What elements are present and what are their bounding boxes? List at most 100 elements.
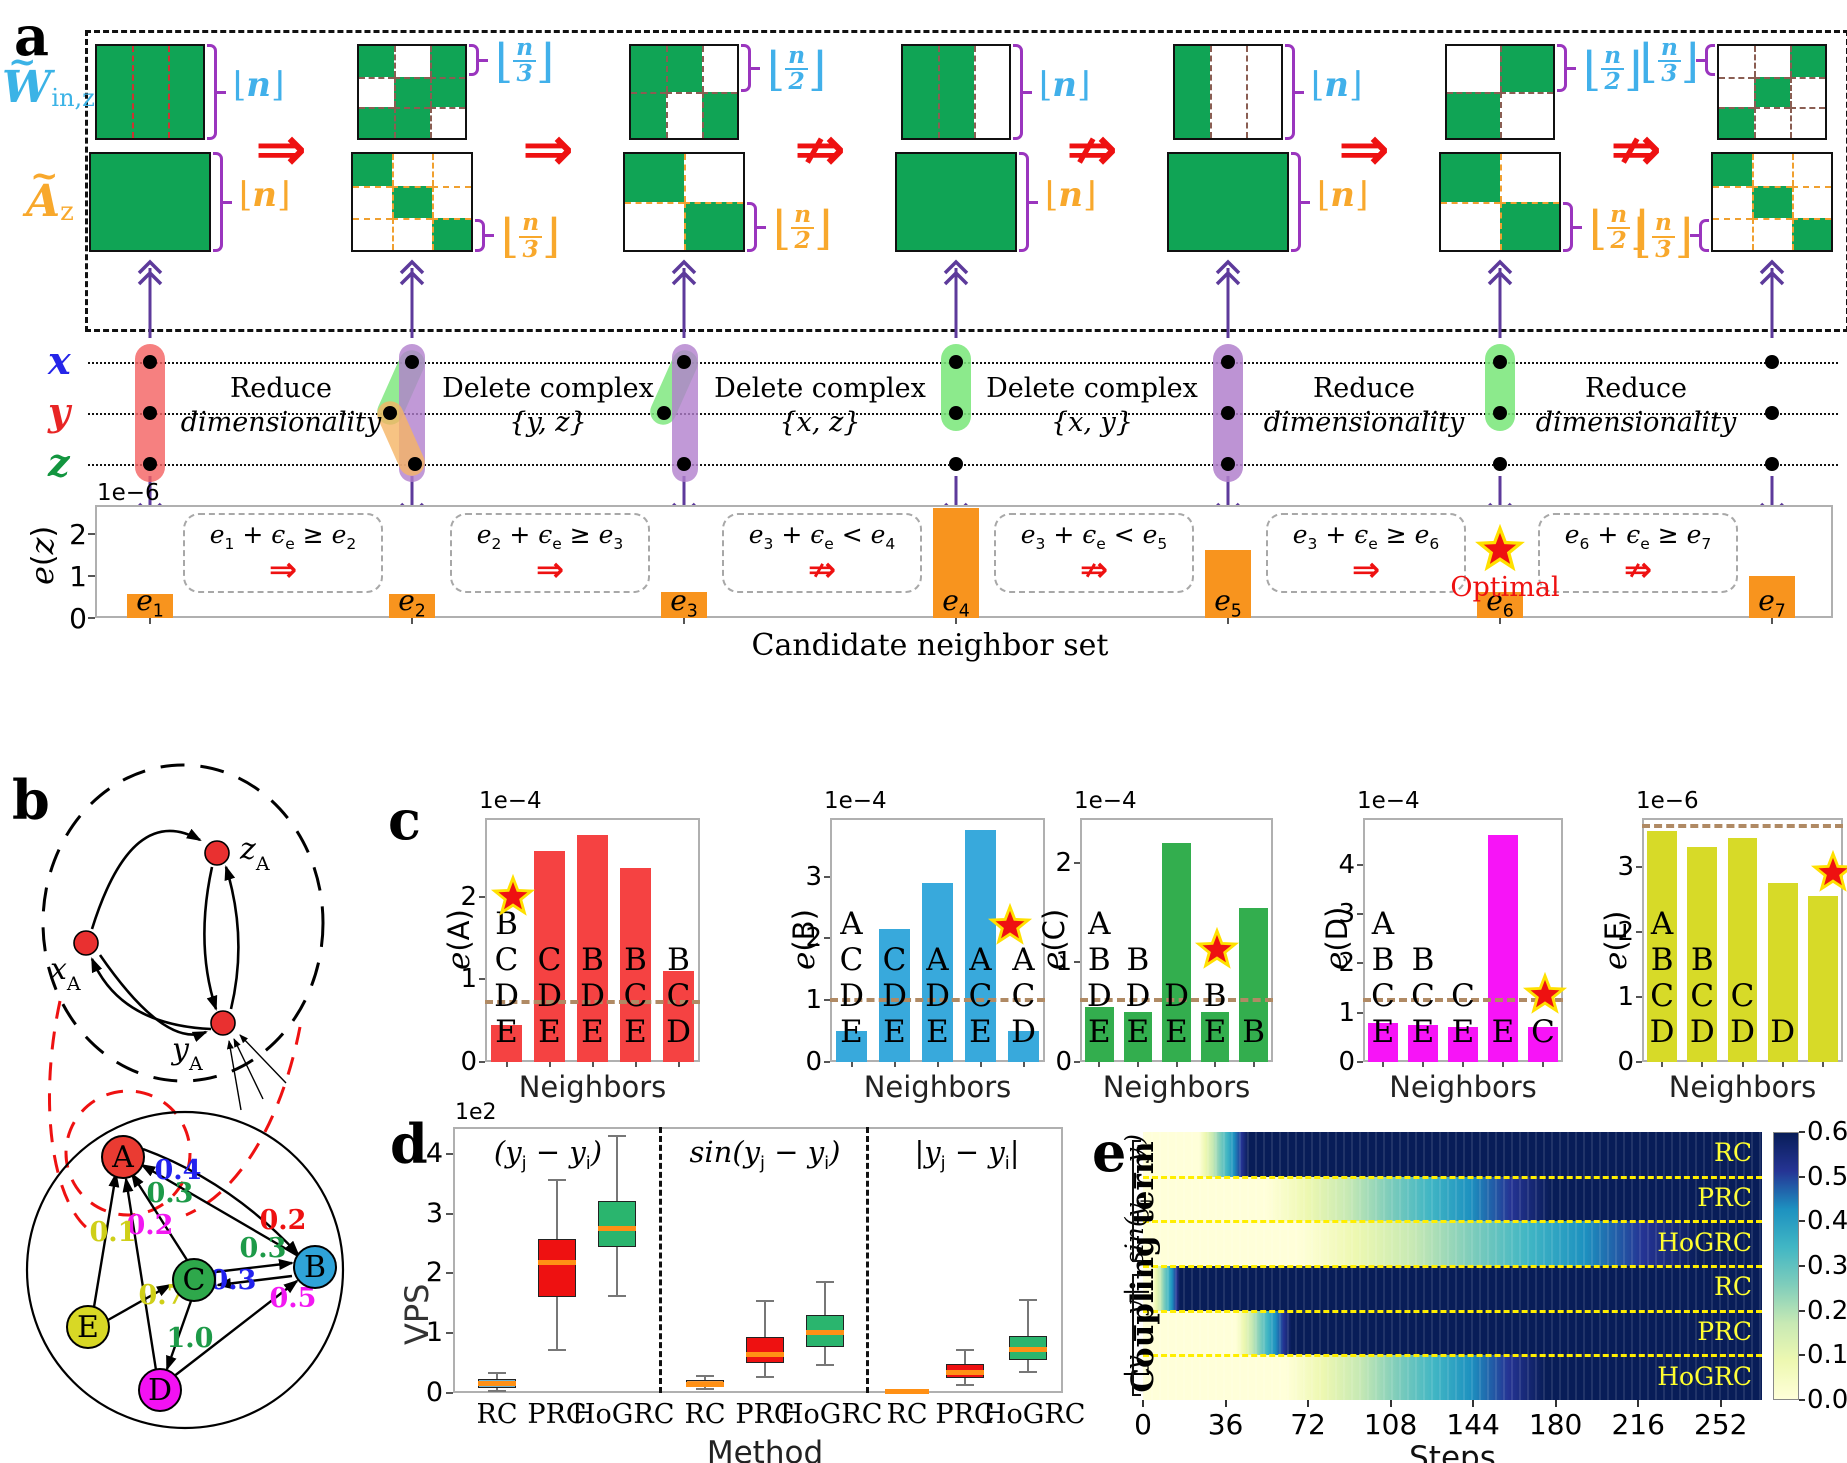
network-node-label-D: D — [148, 1373, 172, 1408]
w-matrix — [357, 44, 467, 140]
echart-xtick-mark — [1821, 1062, 1824, 1067]
neighbor-letter: D — [882, 978, 907, 1014]
matrix-cell — [1713, 218, 1753, 250]
echart-bar — [1448, 1027, 1478, 1062]
edge-C-A — [130, 1172, 189, 1261]
edge-D-A — [122, 1177, 158, 1371]
neighbor-letter: C — [1531, 1014, 1555, 1050]
condition-formula: e3 + ϵe ≥ e6 — [1292, 519, 1440, 553]
var-label-z: z — [48, 440, 70, 485]
matrix-cell — [701, 92, 737, 138]
method-tick-label: HoGRC — [780, 1399, 883, 1430]
group-title: (yj − yi) — [493, 1135, 603, 1174]
condition-arrow-icon: ⇒ — [535, 549, 565, 590]
neighbor-letter: B — [1650, 942, 1674, 978]
panel-c: 1e−4 e(A) 0 1 2 E D C B E D C E D B E C B D C B Neighbors 1e−4… — [0, 683, 1847, 1113]
condition-arrow-icon: ⇏ — [1079, 549, 1109, 590]
whisker — [824, 1346, 826, 1365]
method-tick-label: HoGRC — [983, 1399, 1086, 1430]
matrix-cell — [625, 154, 684, 202]
vps-ytick-mark — [446, 1272, 453, 1275]
ez-ytick-label: 2 — [69, 518, 87, 552]
neighbor-letter: B — [667, 942, 690, 978]
matrix-cell — [1713, 186, 1753, 218]
matrix-transition-arrow-icon: ⇒ — [255, 112, 307, 185]
neighbor-letter: D — [666, 1014, 691, 1050]
neighbor-letter: D — [537, 978, 562, 1014]
neighbor-letter: C — [839, 942, 864, 978]
echart-ytick-label: 1 — [1617, 981, 1634, 1012]
steps-xtick-mark — [1472, 1400, 1475, 1407]
panel-d: 1e2 VPS 0 1 2 3 4 (yj − yi) RC PRC HoGRC sin(yj − y… — [0, 1080, 1086, 1463]
size-bracket — [747, 202, 766, 252]
steps-xtick-label: 216 — [1611, 1408, 1665, 1441]
echart-bar — [1528, 1027, 1558, 1062]
neighbor-letter: A — [840, 906, 863, 942]
echart-ytick-label: 1 — [805, 985, 822, 1016]
ez-bar-label: e7 — [1758, 584, 1786, 622]
edge-yA-xA — [90, 957, 212, 1031]
neighbor-letter: B — [1371, 942, 1395, 978]
neighbor-letter: D — [1086, 978, 1112, 1014]
ez-bar-e2 — [389, 593, 435, 618]
group-separator-line — [659, 1127, 662, 1393]
size-label: ⌊ n ⌋ — [233, 65, 285, 105]
node-dot-x — [1765, 355, 1779, 369]
size-bracket — [1013, 44, 1032, 140]
echart-xtick-mark — [1098, 1062, 1101, 1067]
optimal-label: Optimal — [1450, 572, 1560, 603]
up-double-arrow-icon — [943, 259, 969, 338]
group-title: |yj − yi| — [914, 1135, 1020, 1174]
whisker-cap — [956, 1348, 974, 1351]
echart-scale-label: 1e−4 — [1357, 788, 1420, 814]
echart-xtick-mark — [1661, 1062, 1664, 1067]
echart-bar — [662, 971, 695, 1062]
whisker-cap — [608, 1295, 626, 1298]
size-label: ⌊ n ⌋ — [239, 175, 291, 215]
node-dot-y — [949, 406, 963, 420]
matrix-cell — [1713, 154, 1753, 186]
heatmap-row-PRC-4: PRC — [1143, 1310, 1762, 1356]
whisker-cap — [696, 1388, 714, 1391]
var-axis-line-z — [88, 464, 1838, 466]
echart-ytick-mark — [1357, 1061, 1363, 1063]
ez-xtick-mark — [683, 618, 685, 624]
steps-xtick-label: 0 — [1134, 1408, 1152, 1441]
echart-xtick-mark — [548, 1062, 551, 1067]
steps-xtick-label: 144 — [1446, 1408, 1500, 1441]
neighbor-letter: C — [1690, 978, 1715, 1014]
network-node-A — [101, 1135, 145, 1179]
matrix-cell — [666, 92, 702, 138]
neighbor-letter: C — [882, 942, 907, 978]
neighbor-letter: E — [624, 1014, 647, 1050]
steps-xtick-mark — [1224, 1400, 1227, 1407]
echart-bar — [576, 834, 609, 1062]
size-label: ⌊ n ⌋ — [1045, 175, 1097, 215]
echart-ytick-mark — [1357, 1011, 1363, 1014]
matrix-cell — [701, 46, 737, 92]
a-matrix — [1167, 152, 1289, 252]
neighbor-letter: E — [883, 1014, 906, 1050]
matrix-transition-arrow-icon: ⇒ — [522, 112, 574, 185]
matrix-cell — [1791, 154, 1831, 186]
matrix-cell — [429, 107, 465, 138]
neighbor-letter: E — [581, 1014, 604, 1050]
condition-box: e2 + ϵe ≥ e3 ⇒ — [450, 513, 650, 593]
node-dot-z — [1765, 457, 1779, 471]
node-dot-y — [1221, 406, 1235, 420]
network-circle — [25, 1110, 345, 1430]
echart-xtick-mark — [1175, 1062, 1178, 1067]
neighbor-letter: C — [1371, 978, 1395, 1014]
matrix-cell — [394, 107, 430, 138]
matrix-cell — [431, 186, 471, 218]
echart-threshold-line — [1642, 824, 1843, 829]
heatmap-row-label: PRC — [1612, 1183, 1752, 1213]
echart-ytick-mark — [1357, 863, 1363, 866]
neighbor-letter: E — [1491, 1014, 1515, 1050]
echart-ytick-label: 1 — [460, 964, 477, 995]
node-dot-y — [1765, 406, 1779, 420]
size-label: ⌊ n 3 ⌋ — [501, 208, 561, 263]
partition-guide-line — [167, 46, 170, 138]
condition-box: e3 + ϵe < e5 ⇏ — [994, 513, 1194, 593]
edge-weight-label: 0.2 — [127, 1210, 174, 1241]
